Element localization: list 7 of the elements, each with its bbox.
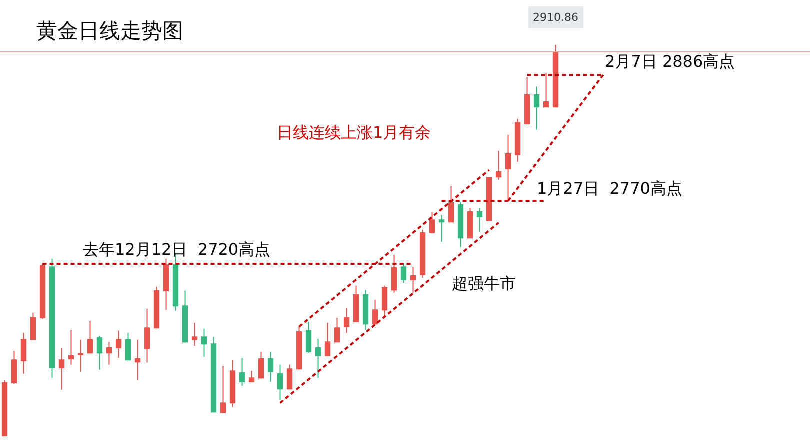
annotation: 1月27日 2770高点	[537, 179, 682, 198]
annotation: 超强牛市	[452, 274, 516, 293]
text: 2910.86	[533, 11, 578, 24]
chart-title: 黄金日线走势图	[36, 19, 184, 44]
annotation: 2月7日 2886高点	[605, 52, 736, 71]
annotation: 去年12月12日 2720高点	[83, 240, 271, 259]
annotation: 日线连续上涨1月有余	[277, 123, 432, 142]
